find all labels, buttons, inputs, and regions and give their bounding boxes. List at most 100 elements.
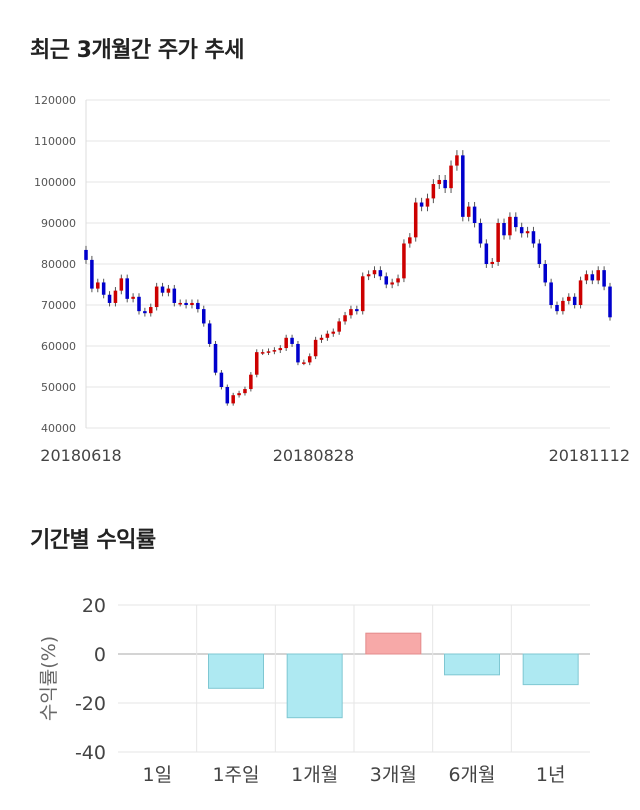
candle-body bbox=[419, 202, 424, 207]
candle-body bbox=[243, 389, 247, 394]
y-tick-label: 70000 bbox=[41, 299, 76, 312]
candle-body bbox=[525, 231, 530, 234]
candle-body bbox=[302, 362, 306, 364]
candle-body bbox=[325, 333, 330, 338]
y-tick-label: 100000 bbox=[34, 176, 76, 189]
candle-body bbox=[578, 280, 583, 305]
candle-body bbox=[143, 311, 147, 314]
candlestick-chart: 120000 110000 100000 90000 80000 70000 60000 50… bbox=[34, 94, 630, 465]
return-bar bbox=[365, 632, 422, 655]
y-tick-label: -40 bbox=[75, 742, 106, 764]
candle-body bbox=[384, 276, 389, 285]
candle-body bbox=[131, 296, 135, 299]
x-tick-label: 1주일 bbox=[212, 764, 259, 786]
candle-body bbox=[431, 184, 436, 199]
candle-body bbox=[231, 395, 235, 404]
returns-bar-chart: 20 0 -20 -40 1일 1주일 1개월 3개월 6개월 1년 수익률(%) bbox=[38, 595, 590, 786]
candle-body bbox=[555, 305, 559, 312]
return-bar bbox=[444, 653, 500, 676]
candle-body bbox=[584, 274, 589, 281]
x-tick-label: 6개월 bbox=[448, 764, 495, 786]
candle-body bbox=[455, 155, 459, 166]
candle-body bbox=[466, 206, 471, 217]
y-tick-label: 120000 bbox=[34, 94, 76, 107]
candle-body bbox=[372, 270, 377, 275]
x-tick-label: 20181112 bbox=[549, 446, 630, 465]
x-tick-label: 1일 bbox=[143, 764, 173, 786]
candle-body bbox=[278, 348, 283, 351]
candle-body bbox=[213, 343, 218, 373]
candle-body bbox=[172, 288, 177, 303]
candle-body bbox=[514, 216, 518, 228]
candle-body bbox=[331, 331, 336, 334]
candle-body bbox=[196, 302, 200, 310]
candle-body bbox=[113, 290, 118, 303]
candle-body bbox=[402, 243, 406, 279]
candle-body bbox=[425, 198, 430, 207]
candle-body bbox=[472, 206, 477, 223]
y-tick-label: 0 bbox=[94, 644, 106, 666]
candle-body bbox=[107, 294, 112, 303]
return-bar bbox=[522, 653, 579, 686]
candle-body bbox=[313, 339, 318, 357]
candle-body bbox=[355, 309, 359, 312]
candle-body bbox=[337, 321, 341, 332]
return-bar bbox=[208, 653, 264, 689]
candle-body bbox=[349, 309, 353, 316]
candle-body bbox=[119, 278, 124, 291]
y-tick-label: 20 bbox=[82, 595, 106, 617]
candle-body bbox=[608, 286, 612, 318]
candle-body bbox=[272, 350, 277, 352]
candle-body bbox=[219, 372, 224, 387]
candle-body bbox=[154, 286, 159, 308]
candle-body bbox=[284, 337, 288, 349]
candle-body bbox=[378, 270, 383, 277]
candle-body bbox=[307, 356, 312, 363]
candle-body bbox=[543, 264, 548, 283]
candle-body bbox=[184, 302, 188, 305]
candle-body bbox=[478, 223, 483, 244]
candle-body bbox=[496, 223, 500, 262]
return-bar bbox=[286, 653, 343, 719]
y-tick-label: 60000 bbox=[41, 340, 76, 353]
candle-body bbox=[596, 270, 600, 281]
y-tick-label: 110000 bbox=[34, 135, 76, 148]
candle-body bbox=[225, 387, 230, 404]
x-tick-label: 3개월 bbox=[370, 764, 417, 786]
candle-body bbox=[290, 337, 294, 344]
y-tick-label: 50000 bbox=[41, 381, 76, 394]
candle-body bbox=[390, 282, 394, 285]
x-tick-label: 1년 bbox=[536, 764, 566, 786]
candle-body bbox=[549, 282, 553, 305]
price-trend-title: 최근 3개월간 주가 추세 bbox=[30, 38, 244, 63]
candle-body bbox=[519, 227, 524, 234]
candle-body bbox=[343, 315, 347, 322]
x-tick-label: 20180828 bbox=[273, 446, 354, 465]
candle-body bbox=[178, 302, 182, 305]
x-tick-label: 1개월 bbox=[291, 764, 338, 786]
candle-body bbox=[508, 216, 512, 236]
candle-body bbox=[148, 307, 153, 314]
y-axis-label: 수익률(%) bbox=[38, 636, 60, 721]
candle-body bbox=[437, 179, 442, 185]
candle-body bbox=[190, 302, 194, 305]
y-tick-label: 40000 bbox=[41, 422, 76, 435]
candle-body bbox=[201, 309, 206, 324]
candle-body bbox=[537, 243, 542, 264]
candle-body bbox=[567, 296, 571, 301]
candle-body bbox=[461, 155, 465, 217]
candle-body bbox=[572, 296, 577, 305]
candle-body bbox=[449, 165, 453, 189]
candle-body bbox=[531, 231, 536, 244]
candle-body bbox=[396, 278, 400, 283]
candle-body bbox=[502, 223, 506, 236]
candle-body bbox=[237, 393, 241, 396]
candle-body bbox=[366, 274, 371, 277]
candle-body bbox=[408, 237, 412, 244]
candle-body bbox=[360, 276, 365, 312]
candle-body bbox=[84, 249, 88, 260]
candle-body bbox=[590, 274, 595, 281]
candle-body bbox=[254, 352, 259, 375]
y-tick-label: -20 bbox=[75, 693, 106, 715]
candle-body bbox=[319, 337, 324, 340]
